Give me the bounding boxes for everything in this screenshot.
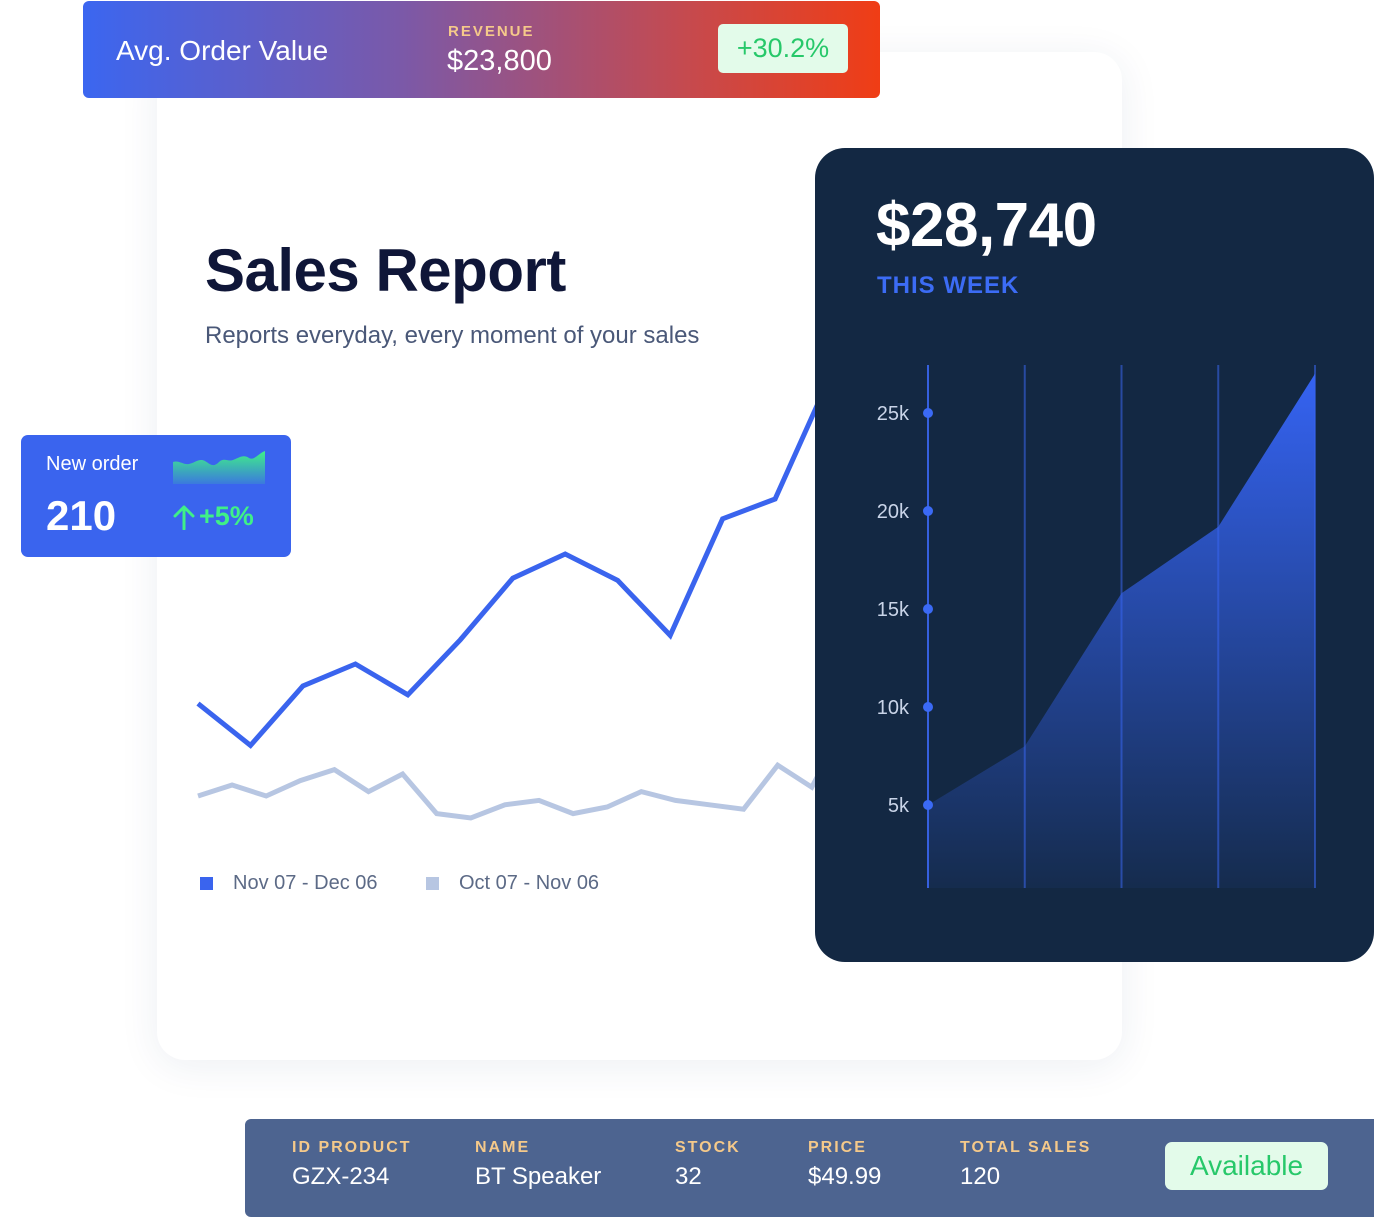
legend-swatch-previous [426,877,439,890]
legend-swatch-current [200,877,213,890]
y-tick-label: 25k [877,403,910,425]
y-tick-label: 5k [888,795,910,817]
new-order-value: 210 [46,492,117,539]
revenue-banner: Avg. Order Value REVENUE $23,800 +30.2% [83,1,880,98]
weekly-area-chart: 25k 20k 15k 10k 5k [877,365,1316,888]
legend-item-current[interactable]: Nov 07 - Dec 06 [200,872,378,895]
legend-label-current: Nov 07 - Dec 06 [233,872,378,894]
product-col-price: PRICE $49.99 [808,1139,881,1191]
product-col-name: NAME BT Speaker [475,1139,601,1191]
new-order-change-value: +5% [199,501,254,531]
new-order-label: New order [46,453,139,475]
product-col-id: ID PRODUCT GZX-234 [292,1139,412,1191]
product-value-total: 120 [960,1163,1001,1190]
product-header-total: TOTAL SALES [960,1139,1092,1156]
arrow-up-icon [173,505,195,530]
y-tick-label: 15k [877,599,910,621]
product-header-stock: STOCK [675,1139,741,1156]
product-value-price: $49.99 [808,1163,882,1190]
new-order-change: +5% [173,501,254,532]
product-row[interactable]: ID PRODUCT GZX-234 NAME BT Speaker STOCK… [245,1119,1374,1217]
product-value-stock: 32 [675,1163,702,1190]
y-tick-dot [923,408,933,418]
revenue-value: $23,800 [447,45,552,77]
area-series [928,373,1315,888]
sparkline-icon [173,451,265,484]
page-subtitle: Reports everyday, every moment of your s… [205,322,700,349]
banner-title: Avg. Order Value [116,35,329,66]
legend-label-previous: Oct 07 - Nov 06 [459,872,600,894]
y-tick-dot [923,800,933,810]
product-value-name: BT Speaker [475,1163,602,1190]
legend-item-previous[interactable]: Oct 07 - Nov 06 [426,872,599,895]
new-order-card[interactable]: New order 210 +5% [21,435,291,557]
y-tick-label: 10k [877,697,910,719]
status-badge[interactable]: Available [1165,1142,1328,1190]
page-title: Sales Report [205,237,566,304]
product-col-total: TOTAL SALES 120 [960,1139,1091,1191]
product-value-id: GZX-234 [292,1163,390,1190]
weekly-total: $28,740 [876,191,1097,260]
y-tick-label: 20k [877,501,910,523]
line-series-current [196,366,881,749]
product-header-id: ID PRODUCT [292,1139,412,1156]
line-series-previous [197,688,882,821]
revenue-label: REVENUE [448,23,535,40]
revenue-change-badge: +30.2% [718,24,848,73]
y-tick-dot [923,702,933,712]
weekly-sales-card: 25k 20k 15k 10k 5k $28,740 THIS WEEK [815,148,1374,962]
product-col-stock: STOCK 32 [675,1139,741,1191]
product-header-name: NAME [475,1139,531,1156]
y-tick-dot [923,604,933,614]
product-header-price: PRICE [808,1139,867,1156]
y-tick-dot [923,506,933,516]
weekly-label: THIS WEEK [877,272,1020,299]
